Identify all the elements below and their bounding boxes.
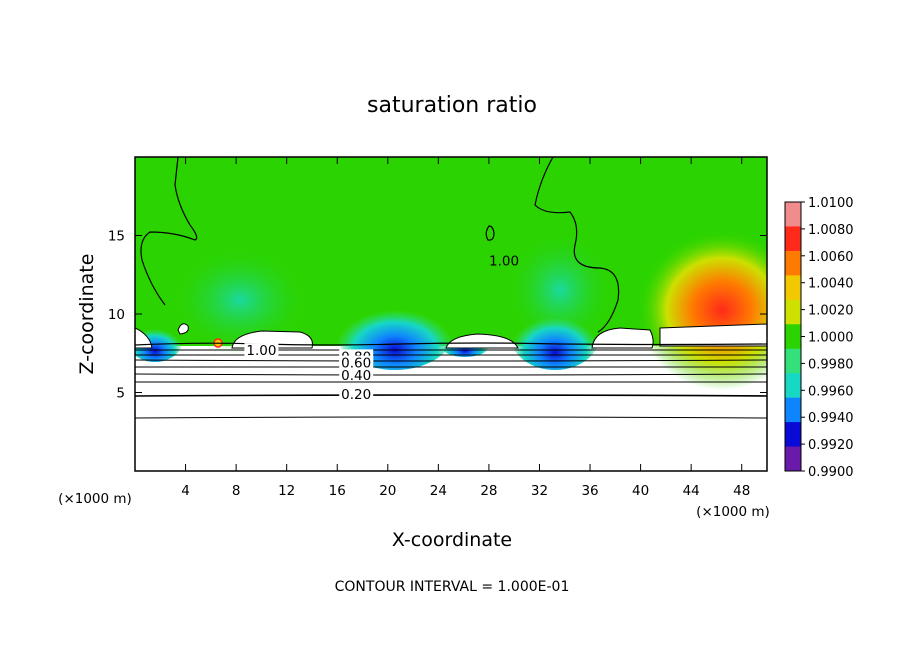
colorbar-swatch bbox=[785, 348, 801, 374]
colorbar-swatch bbox=[785, 397, 801, 423]
contour-label-bg bbox=[339, 355, 374, 369]
y-axis-ticks: 5 10 15 bbox=[108, 229, 767, 402]
contour-line bbox=[485, 225, 495, 241]
teal-anomaly bbox=[170, 245, 310, 355]
colorbar-label: 1.0020 bbox=[808, 304, 854, 319]
contour-line bbox=[140, 157, 198, 306]
x-tick-label: 20 bbox=[379, 483, 396, 499]
x-tick-label: 24 bbox=[430, 483, 447, 499]
warm-anomaly bbox=[637, 230, 767, 390]
chart-title: saturation ratio bbox=[367, 93, 537, 118]
colorbar-label: 0.9940 bbox=[808, 411, 854, 426]
contour-line bbox=[135, 394, 767, 397]
x-tick-label: 32 bbox=[531, 483, 548, 499]
colorbar-label: 0.9980 bbox=[808, 357, 854, 372]
cool-anomaly bbox=[510, 300, 600, 370]
contour-label-bg bbox=[339, 368, 374, 382]
colorbar: 1.0100 1.0080 1.0060 1.0040 1.0020 1.0000 0.99… bbox=[784, 196, 854, 480]
y-axis-label: Z-coordinate bbox=[76, 254, 98, 375]
colorbar-swatch bbox=[785, 250, 801, 276]
y-tick-label: 15 bbox=[108, 229, 125, 245]
colorbar-swatch bbox=[785, 202, 801, 227]
y-tick-label: 10 bbox=[108, 307, 125, 323]
colorbar-label: 0.9900 bbox=[808, 465, 854, 480]
colorbar-swatch bbox=[785, 275, 801, 301]
x-tick-label: 36 bbox=[581, 483, 598, 499]
y-tick-label: 5 bbox=[116, 386, 125, 402]
colorbar-swatch bbox=[785, 446, 801, 472]
colorbar-swatch bbox=[785, 324, 801, 350]
colorbar-swatch bbox=[785, 226, 801, 252]
contour-line bbox=[135, 359, 767, 362]
x-tick-label: 48 bbox=[733, 483, 750, 499]
x-tick-label: 4 bbox=[181, 483, 190, 499]
colorbar-label: 0.9960 bbox=[808, 384, 854, 399]
colorbar-swatch bbox=[785, 422, 801, 448]
colorbar-label: 1.0100 bbox=[808, 196, 854, 211]
contour-label-bg bbox=[244, 343, 279, 357]
contour-label: 0.40 bbox=[341, 368, 371, 384]
cloud-patch bbox=[177, 323, 189, 335]
colorbar-label: 1.0000 bbox=[808, 331, 854, 346]
contour-line bbox=[135, 373, 767, 376]
contour-line bbox=[135, 342, 767, 346]
colorbar-label: 1.0080 bbox=[808, 223, 854, 238]
contour-line bbox=[135, 416, 767, 419]
contour-label: 0.60 bbox=[341, 356, 371, 372]
colorbar-label: 1.0060 bbox=[808, 250, 854, 265]
contour-line bbox=[534, 157, 620, 333]
contour-label: 0.20 bbox=[341, 387, 371, 403]
z-unit-label: (×1000 m) bbox=[58, 491, 132, 507]
colorbar-label: 0.9920 bbox=[808, 438, 854, 453]
field-layer: 1.001.000.800.600.400.20 bbox=[135, 157, 767, 471]
contour-label-bg bbox=[339, 387, 374, 401]
colorbar-label: 1.0040 bbox=[808, 277, 854, 292]
contour-label: 1.00 bbox=[246, 343, 276, 359]
x-tick-label: 12 bbox=[278, 483, 295, 499]
contour-interval-footer: CONTOUR INTERVAL = 1.000E-01 bbox=[335, 579, 570, 595]
colorbar-swatch bbox=[785, 373, 801, 399]
contour-labels: 1.001.000.800.600.400.20 bbox=[244, 254, 519, 403]
x-axis-ticks: 4 8 12 16 20 24 28 32 36 40 44 48 bbox=[181, 157, 750, 499]
colorbar-swatch bbox=[785, 299, 801, 325]
x-tick-label: 8 bbox=[232, 483, 241, 499]
x-tick-label: 44 bbox=[683, 483, 700, 499]
x-tick-label: 28 bbox=[480, 483, 497, 499]
x-tick-label: 16 bbox=[329, 483, 346, 499]
x-tick-label: 40 bbox=[632, 483, 649, 499]
x-unit-label: (×1000 m) bbox=[696, 504, 770, 520]
x-axis-label: X-coordinate bbox=[392, 529, 512, 551]
cool-anomaly bbox=[135, 318, 183, 362]
cloud-patch bbox=[659, 323, 767, 347]
contour-label: 1.00 bbox=[489, 254, 519, 270]
